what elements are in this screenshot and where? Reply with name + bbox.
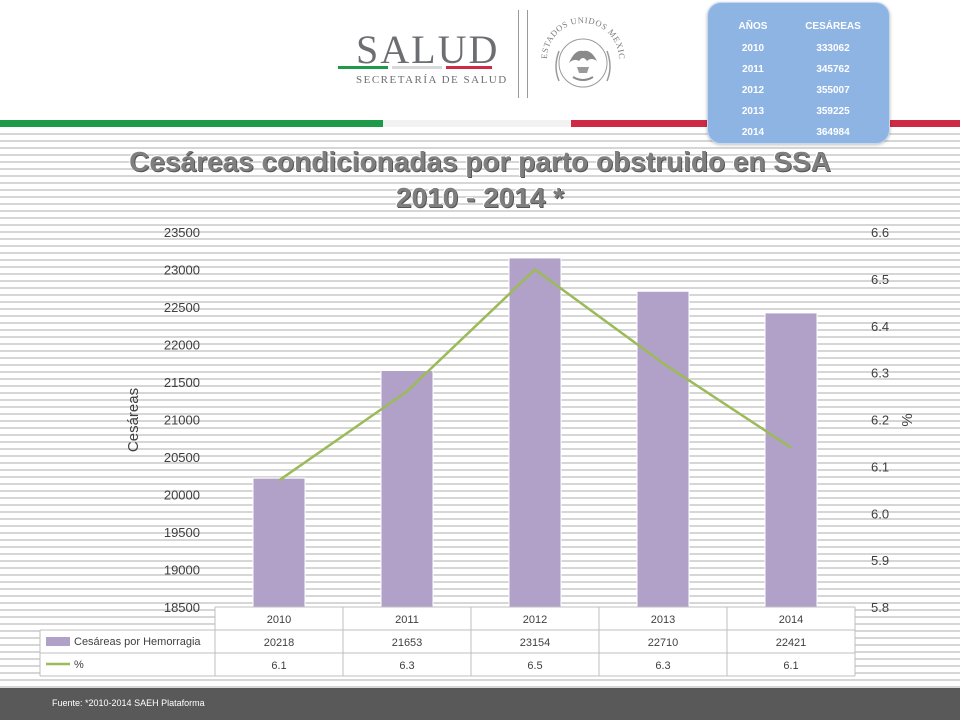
years-cesareas-box: AÑOS CESÁREAS 2010 333062 2011 345762 20… (707, 2, 890, 144)
bar (252, 477, 306, 608)
y2-tick-label: 6.6 (871, 225, 889, 240)
secretaria-text: SECRETARÍA DE SALUD (356, 74, 508, 86)
y2-tick-label: 5.8 (871, 600, 889, 615)
logo-red-line (446, 66, 492, 69)
data-label-percent: 6.5 (527, 660, 542, 672)
y-tick-label: 23000 (164, 263, 200, 278)
y2-tick-label: 6.2 (871, 413, 889, 428)
data-label-percent: 6.1 (783, 660, 798, 672)
year-cell: 2010 (741, 43, 765, 54)
cesareas-cell: 359225 (816, 106, 850, 117)
y-tick-label: 18500 (164, 600, 200, 615)
header-divider (518, 10, 519, 98)
chart-title-line1: Cesáreas condicionadas por parto obstrui… (129, 146, 831, 177)
logo-green-line (338, 66, 388, 69)
y2-tick-label: 6.0 (871, 506, 889, 521)
cesareas-header: CESÁREAS (805, 21, 861, 32)
y2-tick-label: 6.4 (871, 319, 889, 334)
flag-bar-white (383, 120, 571, 127)
x-category-label: 2011 (395, 614, 419, 626)
data-label-cesareas: 21653 (392, 637, 423, 649)
years-header: AÑOS (738, 21, 768, 32)
header-divider (527, 10, 528, 98)
data-label-percent: 6.3 (399, 660, 414, 672)
cesareas-cell: 345762 (816, 64, 850, 75)
y-tick-label: 19000 (164, 563, 200, 578)
year-cell: 2012 (741, 85, 765, 96)
y-tick-label: 23500 (164, 225, 200, 240)
chart-title: Cesáreas condicionadas por parto obstrui… (0, 144, 960, 216)
legend-line-label: % (74, 659, 84, 671)
y-tick-label: 22000 (164, 338, 200, 353)
footer-bar: Fuente: *2010-2014 SAEH Plataforma (0, 688, 960, 720)
y2-tick-label: 6.1 (871, 459, 889, 474)
y-tick-label: 19500 (164, 525, 200, 540)
y2-tick-label: 6.3 (871, 366, 889, 381)
legend-bar-label: Cesáreas por Hemorragia (74, 636, 201, 648)
x-category-label: 2013 (651, 614, 675, 626)
logo-white-line (392, 66, 442, 69)
year-cell: 2011 (742, 64, 764, 75)
chart-title-line2: 2010 - 2014 * (395, 182, 565, 213)
year-cell: 2013 (741, 106, 765, 117)
data-label-cesareas: 22421 (776, 637, 807, 649)
data-label-cesareas: 22710 (648, 637, 679, 649)
data-table-background (215, 607, 855, 676)
y2-axis-title: % (899, 413, 916, 426)
y-tick-label: 20000 (164, 488, 200, 503)
x-category-label: 2014 (779, 614, 803, 626)
bar (380, 370, 434, 608)
data-label-percent: 6.3 (655, 660, 670, 672)
legend-bar-swatch (46, 637, 70, 646)
source-note: Fuente: *2010-2014 SAEH Plataforma (52, 698, 205, 708)
year-cell: 2014 (741, 127, 765, 138)
cesareas-cell: 355007 (816, 85, 850, 96)
cesareas-cell: 364984 (816, 127, 850, 138)
x-category-label: 2010 (267, 614, 291, 626)
y-tick-label: 21500 (164, 375, 200, 390)
y-tick-label: 21000 (164, 413, 200, 428)
bar (636, 290, 690, 608)
y2-tick-label: 5.9 (871, 553, 889, 568)
salud-logo-text: SALUD (356, 27, 500, 72)
cesareas-cell: 333062 (816, 43, 850, 54)
data-label-cesareas: 23154 (520, 637, 551, 649)
y-axis-title: Cesáreas (125, 388, 142, 452)
bar (508, 257, 562, 608)
x-category-label: 2012 (523, 614, 547, 626)
bar (764, 312, 818, 608)
flag-bar-green (0, 120, 383, 127)
y-tick-label: 20500 (164, 450, 200, 465)
data-label-percent: 6.1 (271, 660, 286, 672)
y2-tick-label: 6.5 (871, 272, 889, 287)
data-label-cesareas: 20218 (264, 637, 295, 649)
mexican-eagle-seal-icon: ESTADOS UNIDOS MEXICANOS (533, 5, 627, 88)
y-tick-label: 22500 (164, 300, 200, 315)
